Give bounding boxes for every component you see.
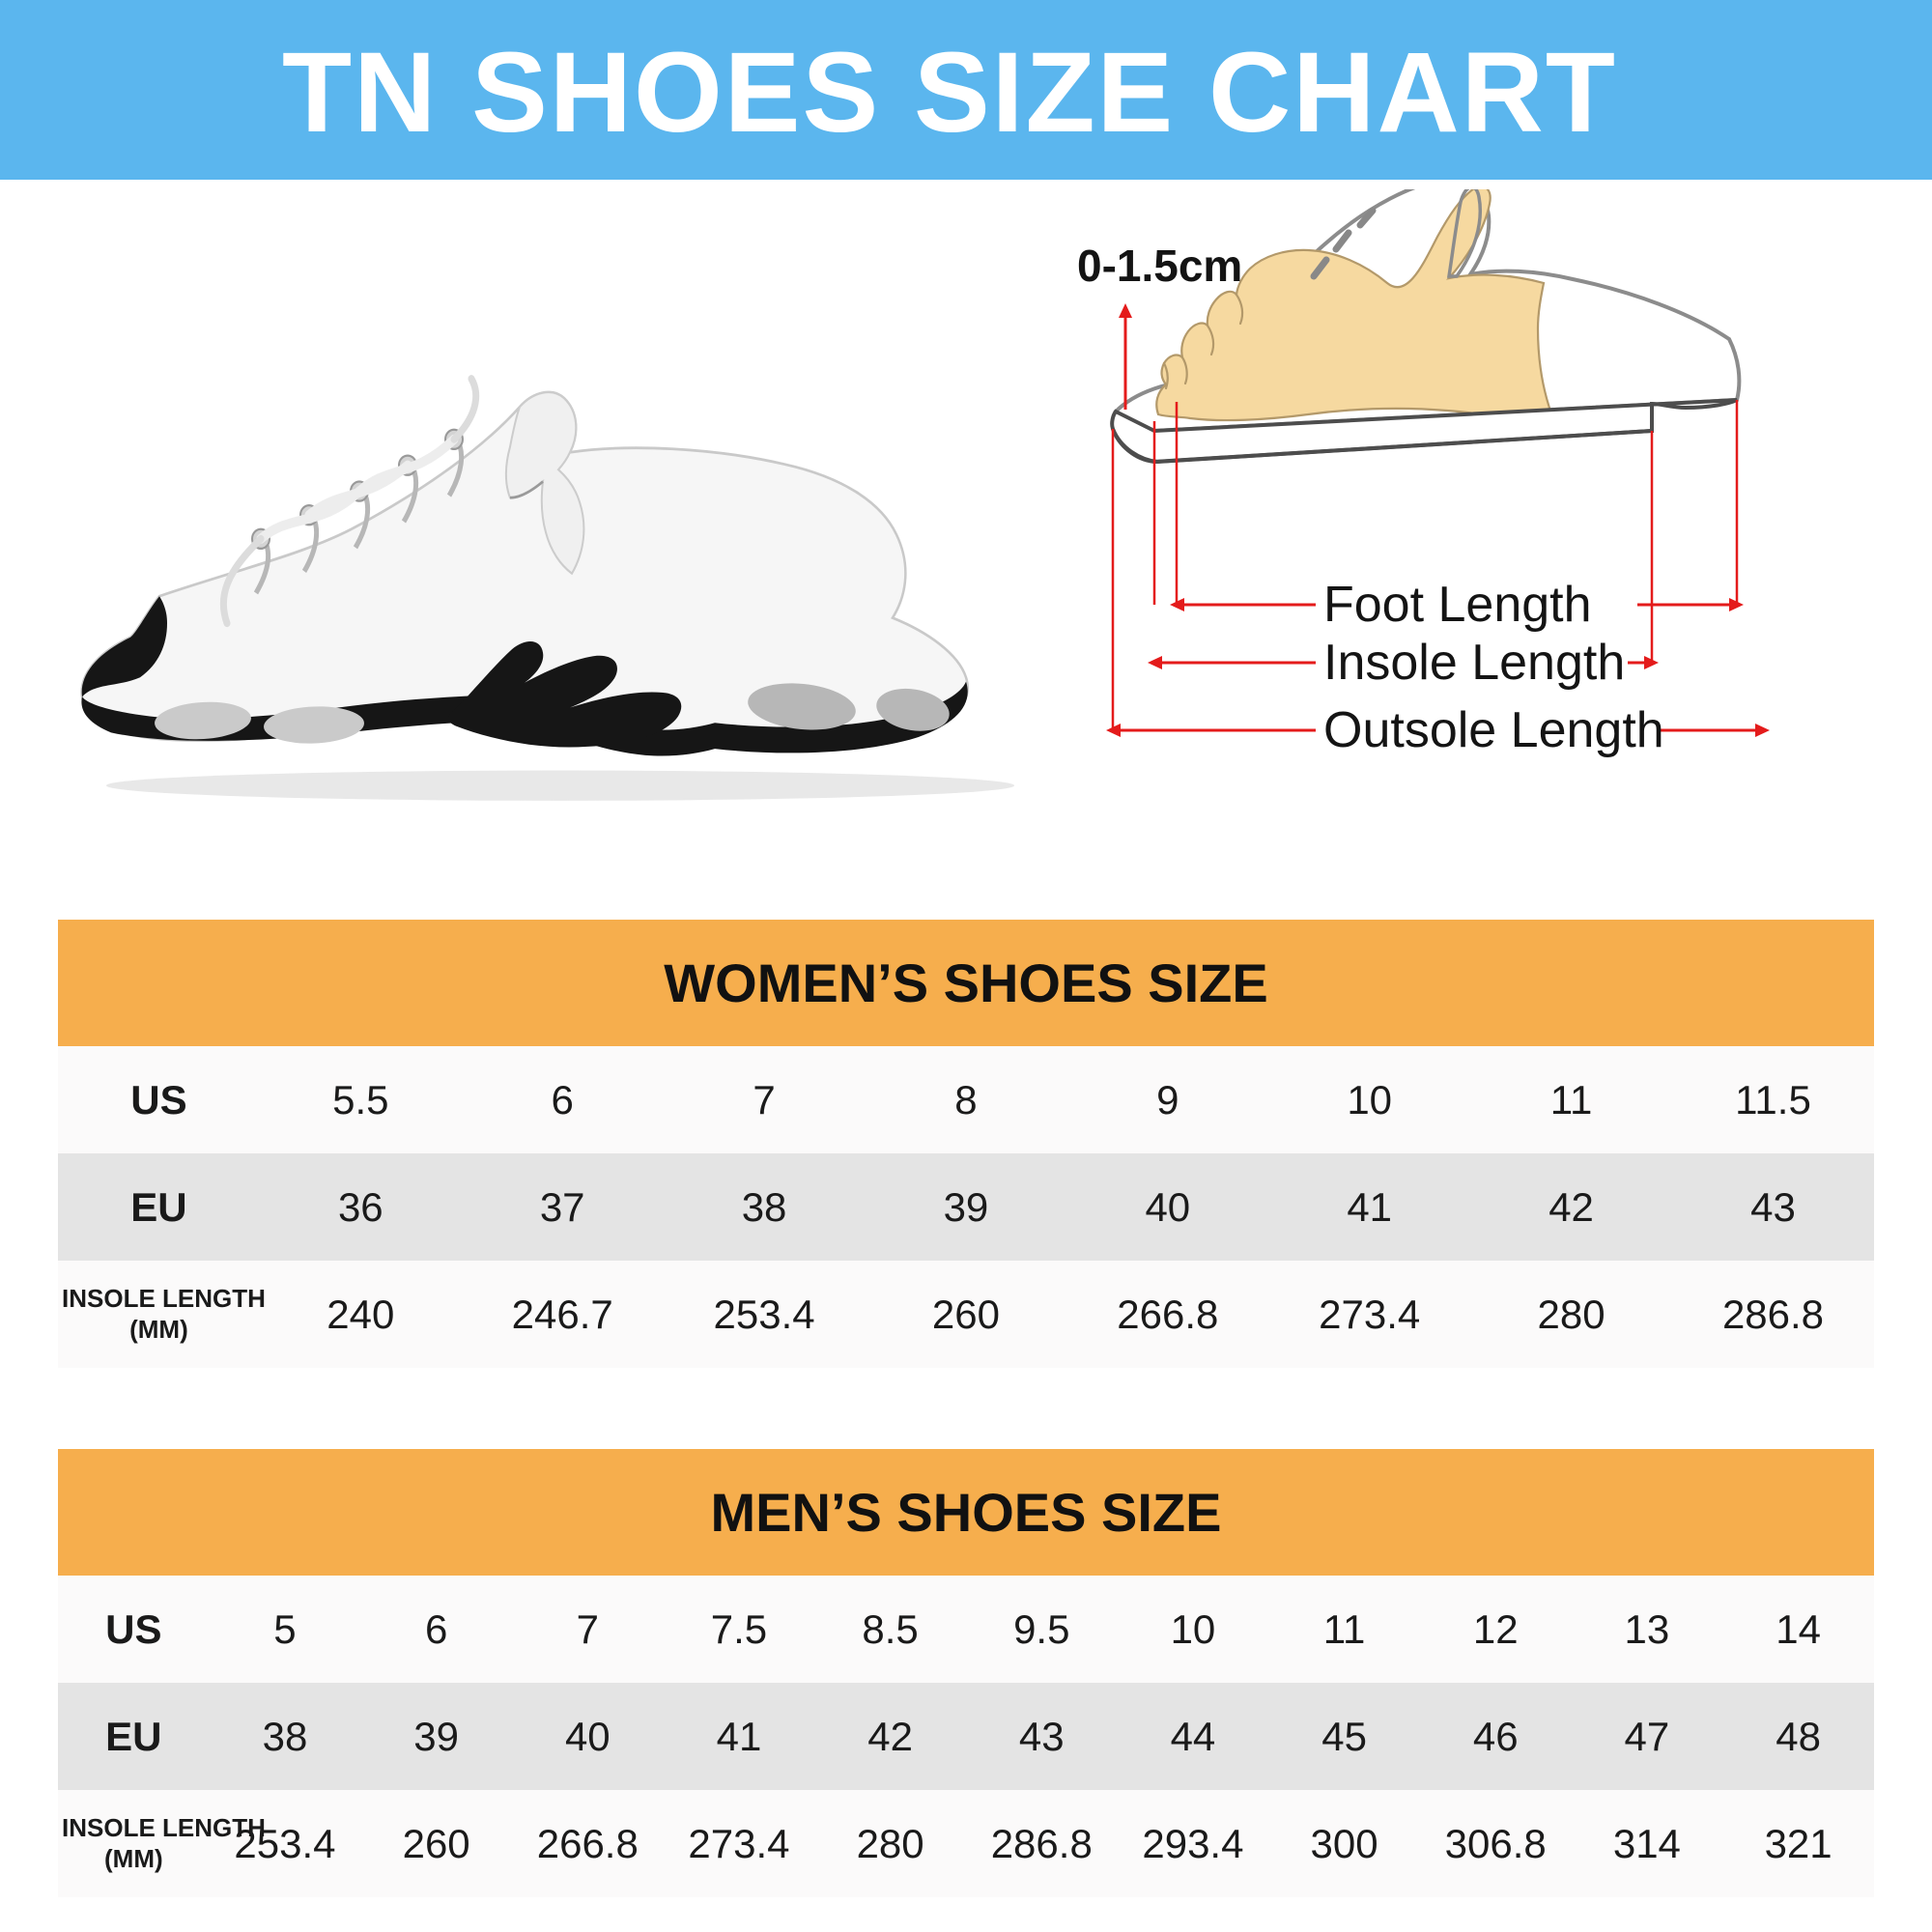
svg-text:Outsole Length: Outsole Length [1323,702,1664,758]
svg-text:Insole Length: Insole Length [1323,635,1625,691]
svg-text:0-1.5cm: 0-1.5cm [1077,241,1242,291]
svg-text:Foot Length: Foot Length [1323,577,1592,633]
